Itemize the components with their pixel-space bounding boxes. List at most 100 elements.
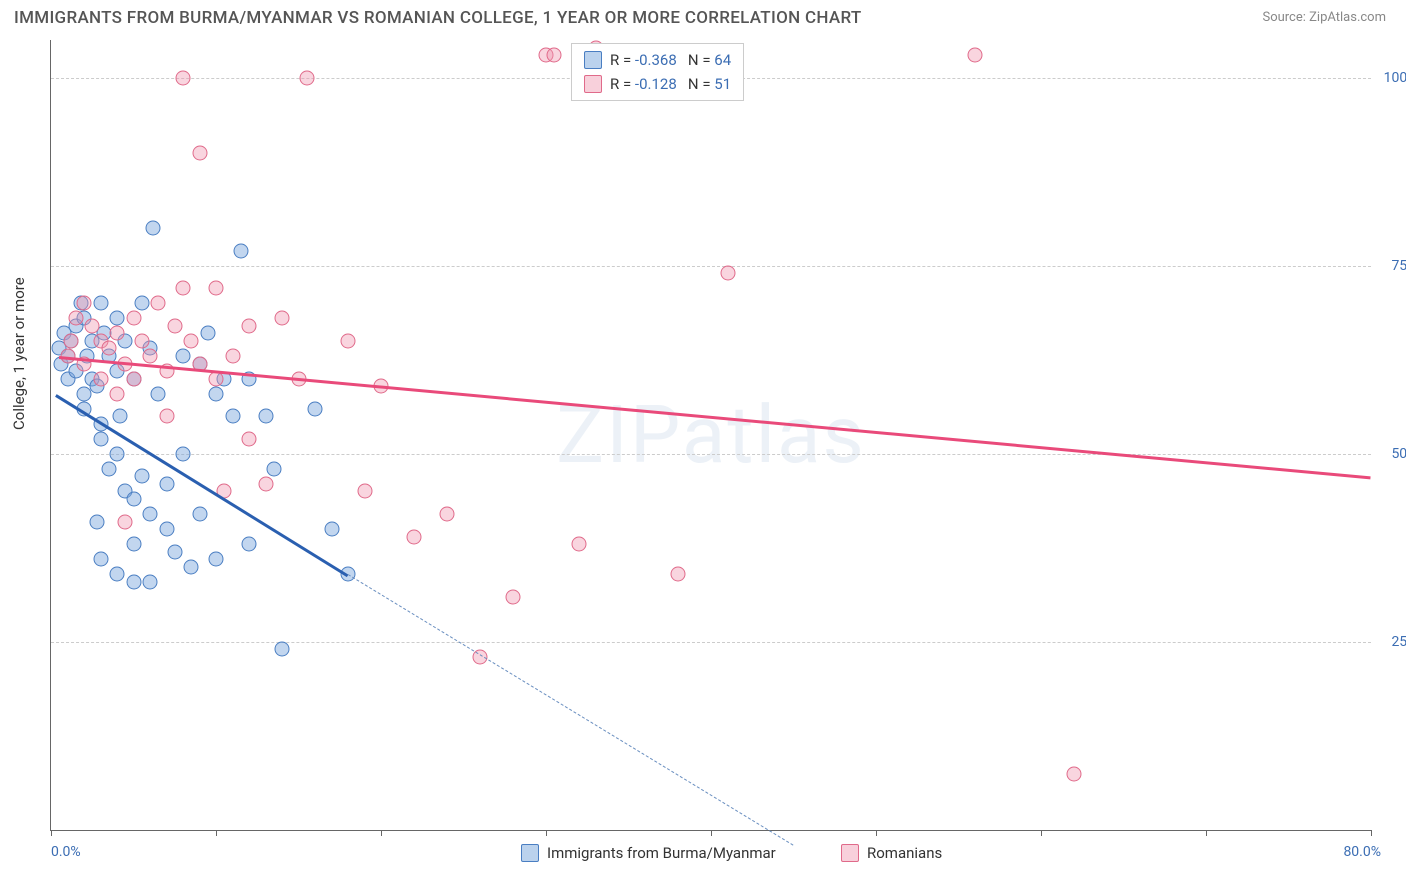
series-legend-item: Romanians (841, 844, 942, 862)
data-point (184, 559, 199, 574)
data-point (93, 552, 108, 567)
data-point (118, 514, 133, 529)
x-tick (711, 830, 712, 836)
data-point (93, 431, 108, 446)
data-point (110, 311, 125, 326)
data-point (143, 574, 158, 589)
data-point (184, 333, 199, 348)
data-point (110, 567, 125, 582)
data-point (176, 281, 191, 296)
data-point (176, 349, 191, 364)
x-tick-label: 0.0% (51, 844, 81, 860)
data-point (242, 318, 257, 333)
data-point (308, 401, 323, 416)
data-point (159, 522, 174, 537)
data-point (299, 70, 314, 85)
data-point (209, 552, 224, 567)
data-point (159, 409, 174, 424)
data-point (968, 48, 983, 63)
watermark: ZIPatlas (556, 388, 866, 482)
data-point (341, 333, 356, 348)
trend-line (55, 394, 348, 577)
y-axis-label: College, 1 year or more (10, 277, 28, 430)
data-point (275, 642, 290, 657)
data-point (192, 507, 207, 522)
stats-legend: R = -0.368 N = 64R = -0.128 N = 51 (571, 43, 744, 101)
data-point (324, 522, 339, 537)
data-point (151, 386, 166, 401)
data-point (63, 333, 78, 348)
data-point (85, 318, 100, 333)
data-point (1067, 766, 1082, 781)
data-point (167, 544, 182, 559)
data-point (77, 296, 92, 311)
x-tick (51, 830, 52, 836)
data-point (146, 221, 161, 236)
x-tick (1206, 830, 1207, 836)
x-tick (1041, 830, 1042, 836)
data-point (506, 589, 521, 604)
data-point (572, 537, 587, 552)
trend-line (348, 574, 794, 846)
data-point (134, 296, 149, 311)
series-swatch (584, 75, 602, 93)
data-point (134, 469, 149, 484)
data-point (242, 431, 257, 446)
series-legend-item: Immigrants from Burma/Myanmar (521, 844, 776, 862)
x-tick (381, 830, 382, 836)
data-point (176, 70, 191, 85)
data-point (209, 386, 224, 401)
source-label: Source: ZipAtlas.com (1262, 10, 1386, 25)
stats-row: R = -0.368 N = 64 (584, 48, 731, 72)
data-point (126, 371, 141, 386)
data-point (101, 461, 116, 476)
data-point (143, 349, 158, 364)
data-point (143, 507, 158, 522)
data-point (357, 484, 372, 499)
data-point (126, 491, 141, 506)
series-label: Romanians (867, 844, 942, 862)
data-point (90, 514, 105, 529)
data-point (101, 341, 116, 356)
data-point (159, 476, 174, 491)
data-point (93, 371, 108, 386)
stats-text: R = -0.368 N = 64 (610, 48, 731, 72)
data-point (440, 507, 455, 522)
data-point (110, 386, 125, 401)
data-point (110, 446, 125, 461)
data-point (110, 326, 125, 341)
data-point (134, 333, 149, 348)
y-tick-label: 25.0% (1379, 634, 1406, 650)
trend-line (59, 356, 1371, 479)
data-point (233, 243, 248, 258)
data-point (242, 537, 257, 552)
y-tick-label: 75.0% (1379, 258, 1406, 274)
x-tick (216, 830, 217, 836)
data-point (167, 318, 182, 333)
x-tick (546, 830, 547, 836)
data-point (151, 296, 166, 311)
data-point (225, 409, 240, 424)
scatter-plot: ZIPatlas 25.0%50.0%75.0%100.0%0.0%80.0%R… (50, 40, 1371, 831)
data-point (68, 311, 83, 326)
data-point (126, 574, 141, 589)
stats-row: R = -0.128 N = 51 (584, 72, 731, 96)
x-tick-label: 80.0% (1343, 844, 1381, 860)
series-swatch (521, 844, 539, 862)
series-swatch (841, 844, 859, 862)
y-tick-label: 50.0% (1379, 446, 1406, 462)
data-point (720, 266, 735, 281)
data-point (547, 48, 562, 63)
data-point (209, 281, 224, 296)
y-tick-label: 100.0% (1379, 70, 1406, 86)
stats-text: R = -0.128 N = 51 (610, 72, 731, 96)
chart-title: IMMIGRANTS FROM BURMA/MYANMAR VS ROMANIA… (14, 8, 862, 28)
data-point (93, 296, 108, 311)
data-point (176, 446, 191, 461)
data-point (113, 409, 128, 424)
data-point (671, 567, 686, 582)
data-point (407, 529, 422, 544)
series-label: Immigrants from Burma/Myanmar (547, 844, 776, 862)
data-point (275, 311, 290, 326)
gridline (51, 642, 1371, 643)
